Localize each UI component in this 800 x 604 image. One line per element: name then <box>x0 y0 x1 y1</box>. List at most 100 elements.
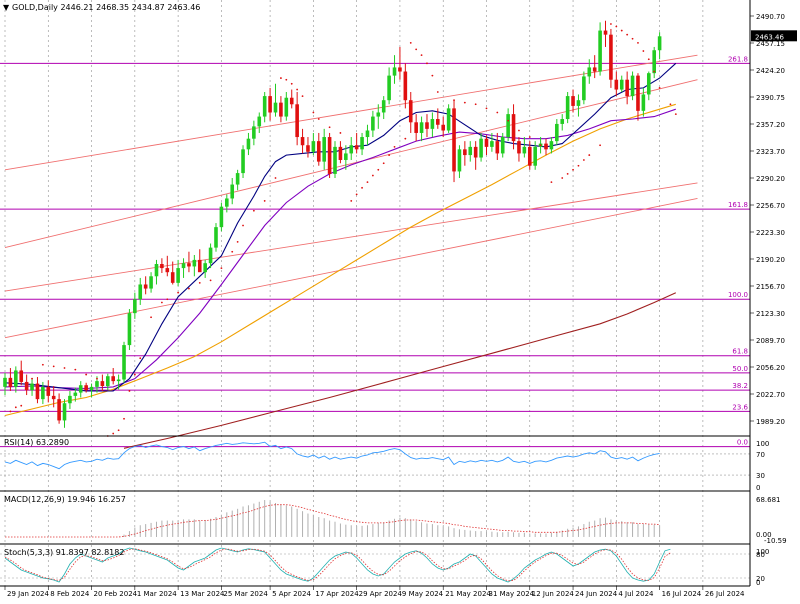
sar-dot <box>382 162 385 165</box>
sar-dot <box>285 78 288 81</box>
candle-body <box>441 124 446 131</box>
svg-text:▼: ▼ <box>3 3 10 12</box>
candle-body <box>511 114 516 142</box>
sar-dot <box>112 432 115 435</box>
candle-body <box>105 376 110 387</box>
y-tick-label: 2089.70 <box>756 337 785 345</box>
candle-body <box>327 137 332 174</box>
candle-body <box>300 137 305 146</box>
candle-body <box>522 146 527 154</box>
fib-level-label: 161.8 <box>728 201 748 209</box>
candle-body <box>484 138 489 147</box>
candle-body <box>560 119 565 124</box>
sar-dot <box>296 88 299 91</box>
sar-dot <box>123 417 125 420</box>
rsi-tick-label: 70 <box>756 451 765 459</box>
candle-body <box>549 141 554 150</box>
candle-body <box>592 67 597 72</box>
candle-body <box>19 370 24 382</box>
rsi-header: RSI(14) 63.2890 <box>4 438 69 447</box>
candle-body <box>316 141 321 162</box>
rsi-line <box>4 441 660 470</box>
candle-body <box>149 276 153 289</box>
y-tick-label: 1989.20 <box>756 418 785 426</box>
candle-body <box>322 137 326 162</box>
macd-tick-label: 0.00 <box>756 531 772 539</box>
sar-dot <box>20 404 23 407</box>
candle-body <box>78 385 83 393</box>
candle-body <box>387 75 391 101</box>
candle-body <box>619 79 624 90</box>
x-tick-label: 31 May 2024 <box>488 590 534 598</box>
sar-dot <box>371 174 374 177</box>
sar-dot <box>198 281 201 284</box>
y-tick-label: 2357.20 <box>756 121 785 129</box>
sar-dot <box>409 41 412 44</box>
candle-body <box>138 284 143 300</box>
sar-dot <box>599 144 601 147</box>
sar-dot <box>236 240 239 243</box>
candle-body <box>95 381 99 387</box>
trendline <box>4 54 698 171</box>
macd-header: MACD(12,26,9) 19.946 16.257 <box>4 495 126 504</box>
candle-body <box>268 96 272 113</box>
candle-body <box>273 102 278 113</box>
x-tick-label: 8 Feb 2024 <box>50 590 90 598</box>
candle-body <box>46 386 51 396</box>
sar-dot <box>572 168 574 171</box>
candle-body <box>62 403 67 421</box>
sar-dot <box>290 82 293 85</box>
sar-dot <box>426 62 428 65</box>
candle-body <box>127 313 132 346</box>
x-tick-label: 20 Feb 2024 <box>94 590 138 598</box>
candle-body <box>170 272 175 283</box>
sar-dot <box>653 70 656 73</box>
candle-body <box>133 299 137 314</box>
candle-body <box>230 184 235 199</box>
y-tick-label: 2323.70 <box>756 148 785 156</box>
candle-body <box>257 116 262 127</box>
y-tick-label: 2256.70 <box>756 202 785 210</box>
candle-body <box>452 108 456 172</box>
rsi-tick-label: 0 <box>756 484 760 492</box>
candle-body <box>603 30 608 35</box>
sar-dot <box>355 193 358 196</box>
candle-body <box>463 149 467 156</box>
candle-body <box>652 50 656 74</box>
candle-body <box>641 94 646 111</box>
sar-dot <box>312 111 315 114</box>
sar-dot <box>74 368 77 371</box>
fib-level-label: 100.0 <box>728 291 748 299</box>
candle-body <box>609 34 613 80</box>
candle-body <box>187 263 191 267</box>
candle-body <box>8 377 13 387</box>
candle-body <box>392 67 397 76</box>
sar-dot <box>160 301 163 304</box>
sar-dot <box>328 126 331 129</box>
stoch-tick-label: 100 <box>756 548 769 556</box>
candle-body <box>35 383 40 400</box>
sar-dot <box>301 95 304 97</box>
sar-dot <box>393 145 396 148</box>
main-header-text: GOLD,Daily 2446.21 2468.35 2434.87 2463.… <box>12 3 200 12</box>
sar-dot <box>582 159 585 161</box>
candle-body <box>365 130 370 138</box>
trendline <box>4 79 698 249</box>
sar-dot <box>561 177 564 179</box>
candle-body <box>500 137 505 154</box>
sar-dot <box>85 373 88 376</box>
x-tick-label: 9 May 2024 <box>402 590 444 598</box>
sar-dot <box>415 48 418 51</box>
candle-body <box>576 100 581 106</box>
moving-averages <box>4 62 677 449</box>
candle-body <box>284 97 289 117</box>
candle-body <box>598 30 602 72</box>
sar-dot <box>177 291 180 294</box>
macd-tick-label: -10.59 <box>764 537 787 545</box>
candle-body <box>490 141 494 147</box>
y-tick-label: 2123.30 <box>756 310 785 318</box>
candle-body <box>408 100 413 123</box>
sar-dot <box>463 101 466 104</box>
panel-frames <box>0 0 751 587</box>
